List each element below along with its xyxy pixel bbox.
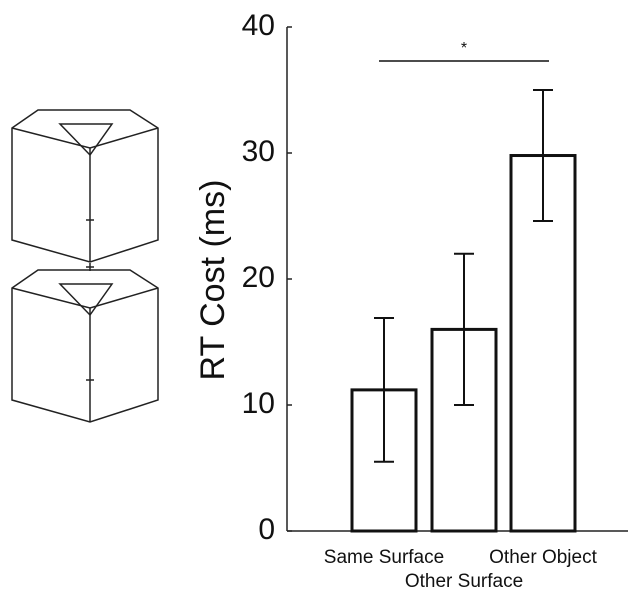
cube-edge bbox=[11, 287, 159, 309]
x-tick-label: Same Surface bbox=[324, 547, 444, 568]
x-tick-label: Other Surface bbox=[405, 571, 523, 592]
error-bar bbox=[454, 252, 474, 406]
y-tick-label: 0 bbox=[258, 513, 275, 546]
x-tick-label: Other Object bbox=[489, 547, 597, 568]
cube-bottom bbox=[11, 269, 159, 423]
y-tick-label: 30 bbox=[242, 135, 275, 168]
fixation-cross bbox=[86, 263, 94, 271]
y-tick-label: 10 bbox=[242, 387, 275, 420]
cube-edge bbox=[11, 127, 159, 149]
cube-outline bbox=[11, 109, 159, 263]
cube-triangle bbox=[58, 283, 114, 317]
error-bar bbox=[374, 317, 394, 463]
significance-label: * bbox=[461, 40, 467, 57]
y-tick-label: 20 bbox=[242, 261, 275, 294]
cube-diagram bbox=[11, 109, 159, 423]
y-tick-label: 40 bbox=[242, 9, 275, 42]
cube-triangle bbox=[58, 123, 114, 157]
cube-outline bbox=[11, 269, 159, 423]
cube-top bbox=[11, 109, 159, 263]
y-axis-label: RT Cost (ms) bbox=[194, 180, 232, 381]
error-bar bbox=[533, 89, 553, 223]
